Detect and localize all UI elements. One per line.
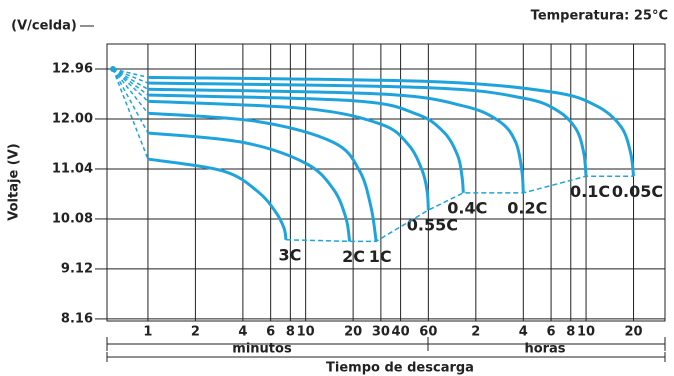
annotation: Temperatura: 25°C bbox=[531, 9, 668, 24]
curve-label: 0.2C bbox=[507, 198, 547, 217]
discharge-curve bbox=[147, 87, 525, 194]
fan-line bbox=[112, 68, 149, 79]
curve-label: 2C bbox=[342, 247, 365, 266]
x-tick-label: 2 bbox=[471, 325, 480, 340]
discharge-curve bbox=[147, 99, 430, 211]
discharge-curve bbox=[147, 157, 288, 241]
x-tick-label: 60 bbox=[419, 325, 437, 340]
fan-line bbox=[112, 68, 149, 84]
plot-frame bbox=[106, 43, 666, 322]
curve-label: 0.55C bbox=[407, 216, 458, 235]
x-tick-label: 6 bbox=[547, 325, 556, 340]
x-tick-label: 40 bbox=[392, 325, 410, 340]
x-tick-label: 10 bbox=[297, 325, 315, 340]
discharge-curve bbox=[147, 93, 465, 194]
x-tick-label: 4 bbox=[238, 325, 247, 340]
y-tick-label: 9.12 bbox=[61, 261, 93, 276]
x-tick-label: 2 bbox=[191, 325, 200, 340]
x-tick-label: 8 bbox=[566, 325, 575, 340]
y-axis-label: Voltaje (V) bbox=[7, 143, 22, 220]
x-tick-label: 4 bbox=[519, 325, 528, 340]
x-tick-label: 20 bbox=[344, 325, 362, 340]
x-tick-label: 6 bbox=[266, 325, 275, 340]
fan-line bbox=[112, 68, 149, 90]
fan-line bbox=[112, 68, 149, 160]
fan-line bbox=[112, 68, 149, 134]
x-tick-label: 1 bbox=[143, 325, 152, 340]
curve-label: 1C bbox=[369, 247, 392, 266]
end-envelope bbox=[285, 175, 634, 243]
discharge-curve bbox=[147, 75, 636, 177]
x-axis-label: Tiempo de descarga bbox=[326, 361, 474, 376]
curve-label: 0.05C bbox=[612, 182, 663, 201]
x-tick-label: 8 bbox=[286, 325, 295, 340]
x-group-label: horas bbox=[524, 342, 565, 357]
discharge-curve bbox=[147, 131, 352, 242]
y-unit: (V/celda) bbox=[11, 19, 77, 34]
fan-line bbox=[112, 68, 149, 102]
fan-line bbox=[112, 68, 149, 96]
y-tick-label: 11.04 bbox=[52, 161, 93, 176]
curve-label: 0.1C bbox=[570, 182, 610, 201]
curve-label: 0.4C bbox=[447, 198, 487, 217]
x-tick-label: 20 bbox=[624, 325, 642, 340]
discharge-curve bbox=[147, 111, 378, 242]
x-group-label: minutos bbox=[232, 342, 292, 357]
fan-line bbox=[112, 68, 149, 114]
discharge-curve bbox=[147, 81, 588, 177]
y-tick-label: 12.96 bbox=[52, 61, 93, 76]
y-tick-label: 10.08 bbox=[52, 211, 93, 226]
origin-point bbox=[109, 65, 116, 72]
y-tick-label: 8.16 bbox=[61, 311, 93, 326]
x-tick-label: 30 bbox=[372, 325, 390, 340]
x-tick-label: 10 bbox=[577, 325, 595, 340]
curve-label: 3C bbox=[279, 245, 302, 264]
y-tick-label: 12.00 bbox=[52, 111, 93, 126]
